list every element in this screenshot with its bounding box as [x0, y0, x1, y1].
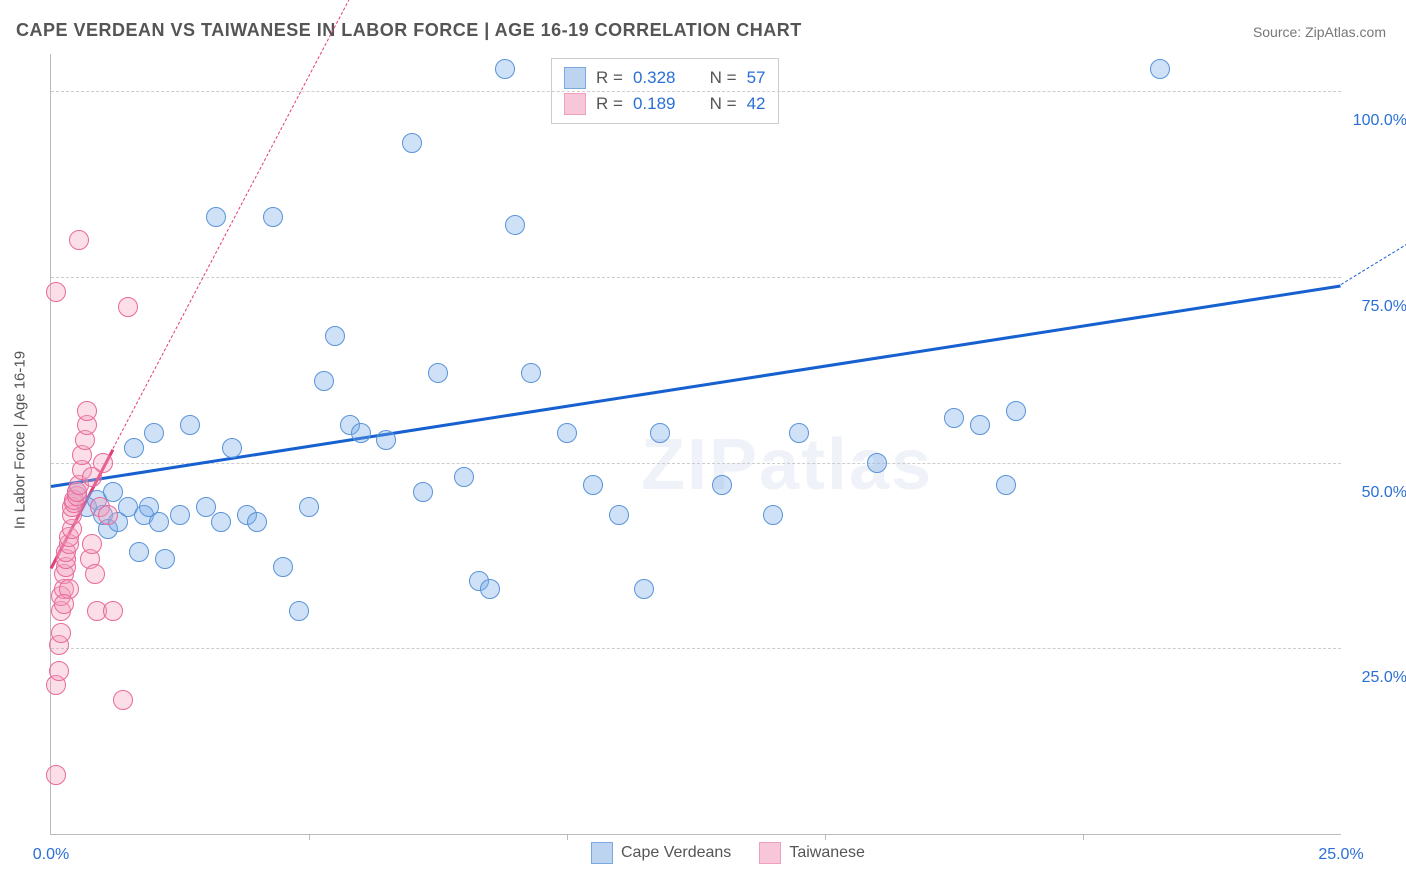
- scatter-point: [46, 282, 66, 302]
- scatter-point: [124, 438, 144, 458]
- gridline-horizontal: [51, 91, 1341, 92]
- scatter-point: [82, 467, 102, 487]
- legend: Cape Verdeans Taiwanese: [591, 842, 865, 864]
- scatter-point: [454, 467, 474, 487]
- legend-swatch: [591, 842, 613, 864]
- trend-line-extrapolated: [1341, 32, 1406, 285]
- stat-r-value: 0.189: [633, 94, 676, 114]
- scatter-point: [273, 557, 293, 577]
- x-minor-tick: [567, 834, 568, 840]
- stat-r-value: 0.328: [633, 68, 676, 88]
- scatter-point: [609, 505, 629, 525]
- scatter-point: [263, 207, 283, 227]
- chart-title: CAPE VERDEAN VS TAIWANESE IN LABOR FORCE…: [16, 20, 802, 41]
- trend-line: [51, 284, 1341, 488]
- scatter-point: [495, 59, 515, 79]
- scatter-point: [103, 601, 123, 621]
- scatter-point: [634, 579, 654, 599]
- scatter-point: [222, 438, 242, 458]
- legend-label: Cape Verdeans: [621, 844, 731, 862]
- scatter-point: [170, 505, 190, 525]
- legend-swatch: [759, 842, 781, 864]
- scatter-point: [289, 601, 309, 621]
- scatter-point: [82, 534, 102, 554]
- stat-n-label: N =: [710, 68, 737, 88]
- stat-n-label: N =: [710, 94, 737, 114]
- stat-r-label: R =: [596, 68, 623, 88]
- scatter-point: [144, 423, 164, 443]
- scatter-point: [206, 207, 226, 227]
- scatter-point: [314, 371, 334, 391]
- scatter-point: [428, 363, 448, 383]
- chart-container: CAPE VERDEAN VS TAIWANESE IN LABOR FORCE…: [0, 0, 1406, 892]
- scatter-point: [763, 505, 783, 525]
- x-minor-tick: [825, 834, 826, 840]
- scatter-point: [299, 497, 319, 517]
- scatter-point: [196, 497, 216, 517]
- scatter-point: [85, 564, 105, 584]
- stat-r-label: R =: [596, 94, 623, 114]
- scatter-point: [376, 430, 396, 450]
- trend-line-extrapolated: [112, 0, 386, 448]
- scatter-point: [867, 453, 887, 473]
- scatter-point: [113, 690, 133, 710]
- scatter-point: [77, 401, 97, 421]
- scatter-point: [98, 505, 118, 525]
- gridline-horizontal: [51, 648, 1341, 649]
- scatter-point: [789, 423, 809, 443]
- scatter-point: [480, 579, 500, 599]
- scatter-point: [325, 326, 345, 346]
- scatter-point: [69, 230, 89, 250]
- scatter-point: [149, 512, 169, 532]
- legend-item: Taiwanese: [759, 842, 865, 864]
- scatter-point: [944, 408, 964, 428]
- x-tick-label: 0.0%: [33, 846, 69, 864]
- y-tick-label: 75.0%: [1362, 298, 1406, 316]
- scatter-point: [247, 512, 267, 532]
- gridline-horizontal: [51, 277, 1341, 278]
- y-axis-label: In Labor Force | Age 16-19: [12, 351, 29, 529]
- source-label: Source: ZipAtlas.com: [1253, 24, 1386, 40]
- y-tick-label: 100.0%: [1353, 112, 1406, 130]
- scatter-point: [351, 423, 371, 443]
- scatter-point: [46, 765, 66, 785]
- scatter-point: [51, 623, 71, 643]
- legend-item: Cape Verdeans: [591, 842, 731, 864]
- scatter-point: [1150, 59, 1170, 79]
- scatter-point: [712, 475, 732, 495]
- scatter-point: [118, 297, 138, 317]
- scatter-point: [650, 423, 670, 443]
- legend-label: Taiwanese: [789, 844, 865, 862]
- series-swatch: [564, 93, 586, 115]
- x-tick-label: 25.0%: [1318, 846, 1363, 864]
- gridline-horizontal: [51, 463, 1341, 464]
- stat-row: R = 0.328 N = 57: [564, 65, 766, 91]
- scatter-point: [996, 475, 1016, 495]
- watermark: ZIPatlas: [641, 424, 933, 506]
- y-tick-label: 25.0%: [1362, 669, 1406, 687]
- stat-n-value: 42: [747, 94, 766, 114]
- y-tick-label: 50.0%: [1362, 484, 1406, 502]
- x-minor-tick: [309, 834, 310, 840]
- scatter-point: [505, 215, 525, 235]
- scatter-point: [583, 475, 603, 495]
- scatter-point: [211, 512, 231, 532]
- plot-area: ZIPatlas R = 0.328 N = 57R = 0.189 N = 4…: [50, 54, 1341, 835]
- scatter-point: [180, 415, 200, 435]
- scatter-point: [155, 549, 175, 569]
- stat-row: R = 0.189 N = 42: [564, 91, 766, 117]
- scatter-point: [49, 661, 69, 681]
- stat-n-value: 57: [747, 68, 766, 88]
- scatter-point: [557, 423, 577, 443]
- series-swatch: [564, 67, 586, 89]
- scatter-point: [54, 594, 74, 614]
- scatter-point: [970, 415, 990, 435]
- scatter-point: [1006, 401, 1026, 421]
- x-minor-tick: [1083, 834, 1084, 840]
- scatter-point: [129, 542, 149, 562]
- scatter-point: [521, 363, 541, 383]
- scatter-point: [402, 133, 422, 153]
- scatter-point: [413, 482, 433, 502]
